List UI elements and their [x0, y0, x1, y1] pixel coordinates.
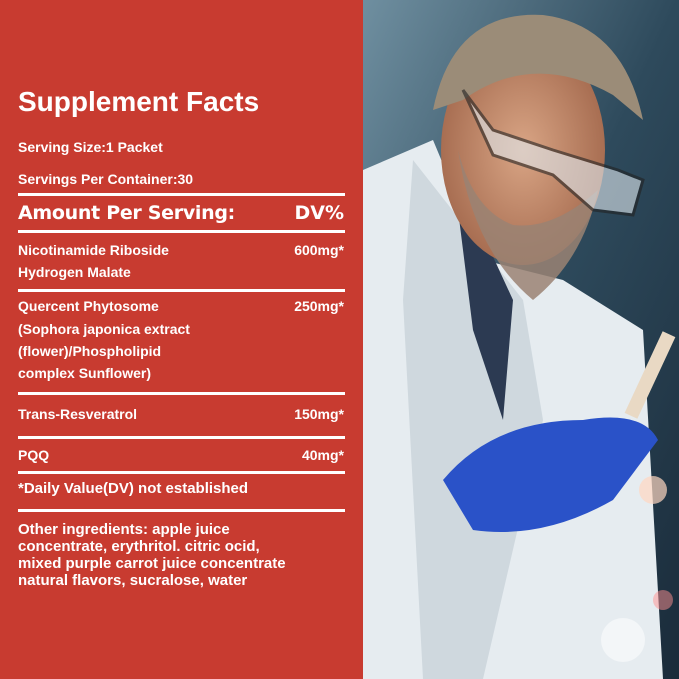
divider: [18, 436, 345, 439]
other-line: mixed purple carrot juice concentrate: [18, 555, 286, 572]
ingredient-name: Quercent Phytosome: [18, 298, 159, 314]
dv-header: DV%: [294, 202, 344, 224]
ingredient-amount: 40mg*: [301, 447, 344, 463]
ingredient-name: (flower)/Phospholipid: [18, 343, 162, 359]
divider: [18, 230, 345, 233]
ingredient-name: Nicotinamide Riboside: [18, 242, 169, 258]
divider: [18, 392, 345, 395]
divider: [18, 289, 345, 292]
ingredient-name: (Sophora japonica extract: [18, 321, 190, 337]
supplement-facts-panel: Supplement Facts Serving Size:1 Packet S…: [0, 0, 363, 679]
other-ingredients: Other ingredients: apple juice concentra…: [18, 521, 286, 589]
serving-size: Serving Size:1 Packet: [18, 139, 163, 155]
other-line: natural flavors, sucralose, water: [18, 572, 248, 589]
divider: [18, 509, 345, 512]
amount-header: Amount Per Serving:: [18, 202, 235, 224]
other-line: concentrate, erythritol. citric ocid,: [18, 538, 260, 555]
divider: [18, 193, 345, 196]
ingredient-amount: 250mg*: [294, 298, 344, 314]
ingredient-name: complex Sunflower): [18, 365, 152, 381]
ingredient-name: Hydrogen Malate: [18, 264, 131, 280]
ingredient-name: PQQ: [18, 447, 50, 463]
scientist-photo: [363, 0, 679, 679]
footnote: *Daily Value(DV) not established: [18, 480, 249, 497]
title: Supplement Facts: [18, 86, 260, 117]
ingredient-amount: 600mg*: [294, 242, 344, 258]
ingredient-name: Trans-Resveratrol: [18, 406, 138, 422]
servings-per-container: Servings Per Container:30: [18, 171, 194, 187]
ingredient-amount: 150mg*: [294, 406, 344, 422]
divider: [18, 471, 345, 474]
other-line: Other ingredients: apple juice: [18, 521, 230, 538]
